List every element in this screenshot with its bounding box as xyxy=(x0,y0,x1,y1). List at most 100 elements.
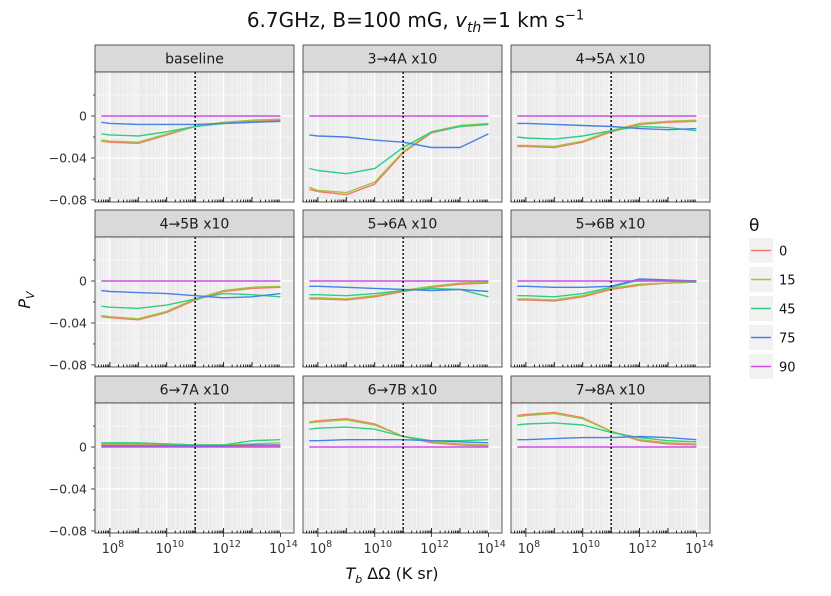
x-tick-label: 1014 xyxy=(685,539,714,557)
x-tick-base: 10 xyxy=(212,542,229,557)
x-tick-label: 1014 xyxy=(269,539,298,557)
axis-labels-group: PV Tb ΔΩ (K sr) xyxy=(15,290,439,586)
chart-title: 6.7GHz, B=100 mG, vth=1 km s−1 xyxy=(0,8,831,36)
y-tick-label: −0.04 xyxy=(49,481,87,496)
panel-strip-label: 3→4A x10 xyxy=(368,52,438,68)
panel-3: 4→5A x10 xyxy=(510,44,711,203)
panel-strip-label: 6→7B x10 xyxy=(368,383,438,399)
panel-border xyxy=(302,402,503,534)
series-line-theta-15 xyxy=(101,285,281,320)
series-line-theta-15 xyxy=(517,412,697,445)
title-v-sub: th xyxy=(466,20,482,36)
panel-strip xyxy=(94,375,295,404)
legend-title: θ xyxy=(749,216,759,236)
x-tick-exponent: 12 xyxy=(645,539,657,550)
panel-1: baseline 0 −0.04 −0.08 xyxy=(49,44,295,207)
x-tick-label: 1010 xyxy=(363,539,392,557)
panels-group: baseline 0 −0.04 −0.08 3→4A x10 4→5A x10 4→5B … xyxy=(49,44,714,557)
y-tick-label: −0.08 xyxy=(49,523,87,538)
legend-label: 15 xyxy=(779,274,796,289)
series-line-theta-75 xyxy=(309,133,489,149)
x-tick-base: 10 xyxy=(102,542,119,557)
series-line-theta-75 xyxy=(101,444,281,447)
title-sup: −1 xyxy=(565,8,585,24)
series-line-theta-45 xyxy=(101,439,281,446)
panel-6: 5→6B x10 xyxy=(510,209,711,368)
panel-border xyxy=(510,71,711,203)
panel-strip-label: 5→6B x10 xyxy=(576,217,646,233)
y-axis-label: PV xyxy=(15,290,37,309)
x-tick-base: 10 xyxy=(518,542,535,557)
x-tick-base: 10 xyxy=(628,542,645,557)
title-v-symbol: v xyxy=(455,8,467,32)
title-mid: =1 km s xyxy=(481,8,565,32)
x-tick-exponent: 8 xyxy=(326,539,332,550)
x-tick-label: 1014 xyxy=(477,539,506,557)
panel-strip-label: 6→7A x10 xyxy=(160,383,230,399)
x-tick-base: 10 xyxy=(363,542,380,557)
panel-strip-label: 4→5B x10 xyxy=(160,217,230,233)
x-tick-label: 1012 xyxy=(212,539,241,557)
x-tick-base: 10 xyxy=(155,542,172,557)
x-tick-label: 108 xyxy=(310,539,333,557)
legend-label: 45 xyxy=(779,303,796,318)
series-line-theta-15 xyxy=(309,281,489,300)
series-line-theta-15 xyxy=(517,281,697,301)
panel-strip xyxy=(510,44,711,73)
x-tick-label: 108 xyxy=(518,539,541,557)
series-line-theta-0 xyxy=(101,286,281,321)
x-tick-base: 10 xyxy=(477,542,494,557)
series-line-theta-15 xyxy=(309,122,489,194)
panel-border xyxy=(302,71,503,203)
panel-2: 3→4A x10 xyxy=(302,44,503,203)
x-tick-exponent: 14 xyxy=(494,539,506,550)
series-line-theta-0 xyxy=(517,120,697,149)
y-tick-label: 0 xyxy=(79,274,87,289)
y-tick-label: −0.04 xyxy=(49,150,87,165)
title-prefix: 6.7GHz, B=100 mG, xyxy=(246,8,456,32)
series-line-theta-75 xyxy=(517,122,697,131)
y-tick-label: −0.08 xyxy=(49,192,87,207)
panel-strip-label: baseline xyxy=(165,52,224,68)
panel-5: 5→6A x10 xyxy=(302,209,503,368)
panel-strip xyxy=(302,44,503,73)
legend: θ 0 15 45 75 90 xyxy=(749,216,796,379)
series-line-theta-75 xyxy=(309,285,489,293)
series-line-theta-0 xyxy=(309,282,489,301)
x-tick-exponent: 8 xyxy=(118,539,124,550)
x-tick-base: 10 xyxy=(685,542,702,557)
series-line-theta-15 xyxy=(309,419,489,446)
panel-border xyxy=(302,236,503,368)
y-tick-label: −0.04 xyxy=(49,315,87,330)
x-tick-exponent: 12 xyxy=(437,539,449,550)
x-axis-label-rest: ΔΩ (K sr) xyxy=(362,564,438,583)
panel-border xyxy=(510,236,711,368)
x-tick-base: 10 xyxy=(310,542,327,557)
x-tick-exponent: 14 xyxy=(702,539,714,550)
panel-border xyxy=(510,402,711,534)
x-tick-label: 1012 xyxy=(628,539,657,557)
series-line-theta-15 xyxy=(517,119,697,148)
y-tick-label: 0 xyxy=(79,440,87,455)
y-axis-label-sub: V xyxy=(24,290,37,299)
series-line-theta-45 xyxy=(517,125,697,140)
x-tick-label: 108 xyxy=(102,539,125,557)
x-axis-label-sub: b xyxy=(355,573,362,586)
x-tick-exponent: 10 xyxy=(588,539,600,550)
x-tick-base: 10 xyxy=(571,542,588,557)
series-line-theta-75 xyxy=(101,289,281,299)
y-tick-label: 0 xyxy=(79,109,87,124)
panel-strip-label: 7→8A x10 xyxy=(576,383,646,399)
x-tick-label: 1012 xyxy=(420,539,449,557)
series-line-theta-75 xyxy=(517,435,697,441)
legend-label: 90 xyxy=(779,361,796,376)
x-tick-base: 10 xyxy=(420,542,437,557)
x-tick-exponent: 14 xyxy=(286,539,298,550)
legend-label: 0 xyxy=(779,245,787,260)
series-line-theta-15 xyxy=(101,118,281,143)
series-line-theta-45 xyxy=(309,123,489,175)
